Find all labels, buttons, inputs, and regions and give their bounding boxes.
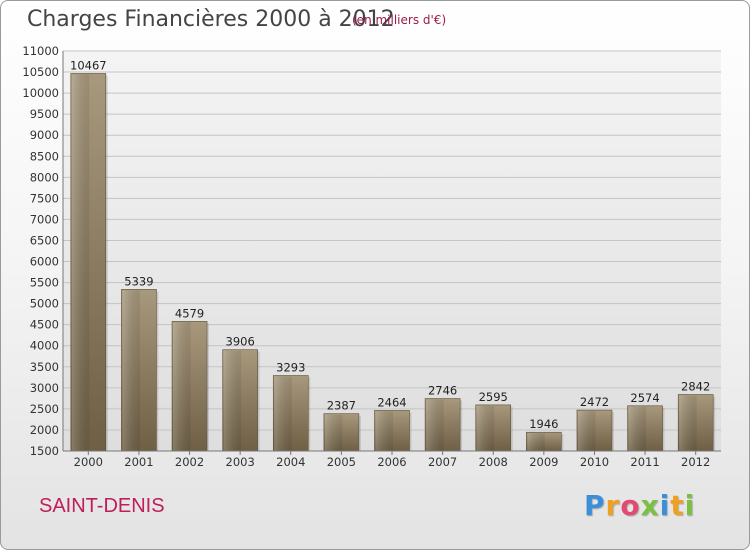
y-tick-label: 7500 xyxy=(30,191,59,205)
logo-letter: i xyxy=(659,489,671,522)
plot-area xyxy=(63,51,721,451)
y-tick-label: 9000 xyxy=(30,128,59,142)
bar-highlight xyxy=(324,414,343,451)
value-label-2009: 1946 xyxy=(529,417,558,431)
y-tick-label: 7000 xyxy=(30,212,59,226)
x-tick-label-2009: 2009 xyxy=(529,455,558,469)
bar-highlight xyxy=(527,433,545,451)
city-name: SAINT-DENIS xyxy=(39,495,165,517)
value-label-2003: 3906 xyxy=(226,335,255,349)
value-label-2010: 2472 xyxy=(580,395,609,409)
y-tick-label: 10500 xyxy=(22,65,59,79)
logo-letter: t xyxy=(670,489,685,522)
y-tick-label: 6000 xyxy=(30,255,59,269)
x-tick-label-2007: 2007 xyxy=(428,455,457,469)
bar-highlight xyxy=(628,406,647,451)
x-tick-label-2001: 2001 xyxy=(124,455,153,469)
bar-highlight xyxy=(426,399,444,451)
y-tick-label: 5000 xyxy=(30,297,59,311)
value-label-2012: 2842 xyxy=(681,379,710,393)
y-tick-label: 4500 xyxy=(30,318,59,332)
bar-highlight xyxy=(679,395,697,451)
logo-letter: o xyxy=(620,489,641,522)
x-tick-label-2004: 2004 xyxy=(276,455,305,469)
bar-highlight xyxy=(274,376,292,451)
x-tick-label-2002: 2002 xyxy=(175,455,204,469)
value-label-2006: 2464 xyxy=(377,395,406,409)
y-tick-label: 2000 xyxy=(30,423,59,437)
y-tick-label: 5500 xyxy=(30,276,59,290)
value-label-2002: 4579 xyxy=(175,306,204,320)
proxiti-logo: Proxiti xyxy=(584,489,695,522)
chart-unit: (en milliers d'€) xyxy=(352,13,447,27)
logo-letter: x xyxy=(640,489,660,522)
y-tick-label: 3000 xyxy=(30,381,59,395)
x-tick-label-2012: 2012 xyxy=(681,455,710,469)
logo-letter: i xyxy=(684,489,696,522)
bar-highlight xyxy=(71,74,90,451)
y-tick-label: 11000 xyxy=(22,44,59,58)
y-tick-label: 4000 xyxy=(30,339,59,353)
value-label-2005: 2387 xyxy=(327,399,356,413)
y-tick-label: 8000 xyxy=(30,170,59,184)
y-tick-label: 10000 xyxy=(22,86,59,100)
x-tick-label-2003: 2003 xyxy=(226,455,255,469)
value-label-2007: 2746 xyxy=(428,384,457,398)
y-tick-label: 6500 xyxy=(30,233,59,247)
value-label-2001: 5339 xyxy=(124,274,153,288)
x-tick-label-2010: 2010 xyxy=(580,455,609,469)
logo-letter: r xyxy=(605,489,621,522)
bar-highlight xyxy=(577,411,596,451)
value-label-2000: 10467 xyxy=(70,58,107,72)
bar-highlight xyxy=(173,322,191,451)
y-tick-label: 3500 xyxy=(30,360,59,374)
value-label-2008: 2595 xyxy=(479,390,508,404)
y-tick-label: 1500 xyxy=(30,444,59,458)
x-tick-label-2011: 2011 xyxy=(630,455,659,469)
value-label-2011: 2574 xyxy=(630,391,659,405)
x-tick-label-2000: 2000 xyxy=(74,455,103,469)
y-tick-label: 8500 xyxy=(30,149,59,163)
y-tick-label: 9500 xyxy=(30,107,59,121)
bar-highlight xyxy=(223,350,242,451)
x-tick-label-2008: 2008 xyxy=(479,455,508,469)
bar-highlight xyxy=(375,411,393,451)
bar-highlight xyxy=(122,290,140,451)
bar-highlight xyxy=(476,405,495,451)
x-tick-label-2005: 2005 xyxy=(327,455,356,469)
logo-letter: P xyxy=(584,489,606,522)
value-label-2004: 3293 xyxy=(276,361,305,375)
x-tick-label-2006: 2006 xyxy=(377,455,406,469)
chart-title: Charges Financières 2000 à 2012 xyxy=(27,7,395,32)
y-tick-label: 2500 xyxy=(30,402,59,416)
